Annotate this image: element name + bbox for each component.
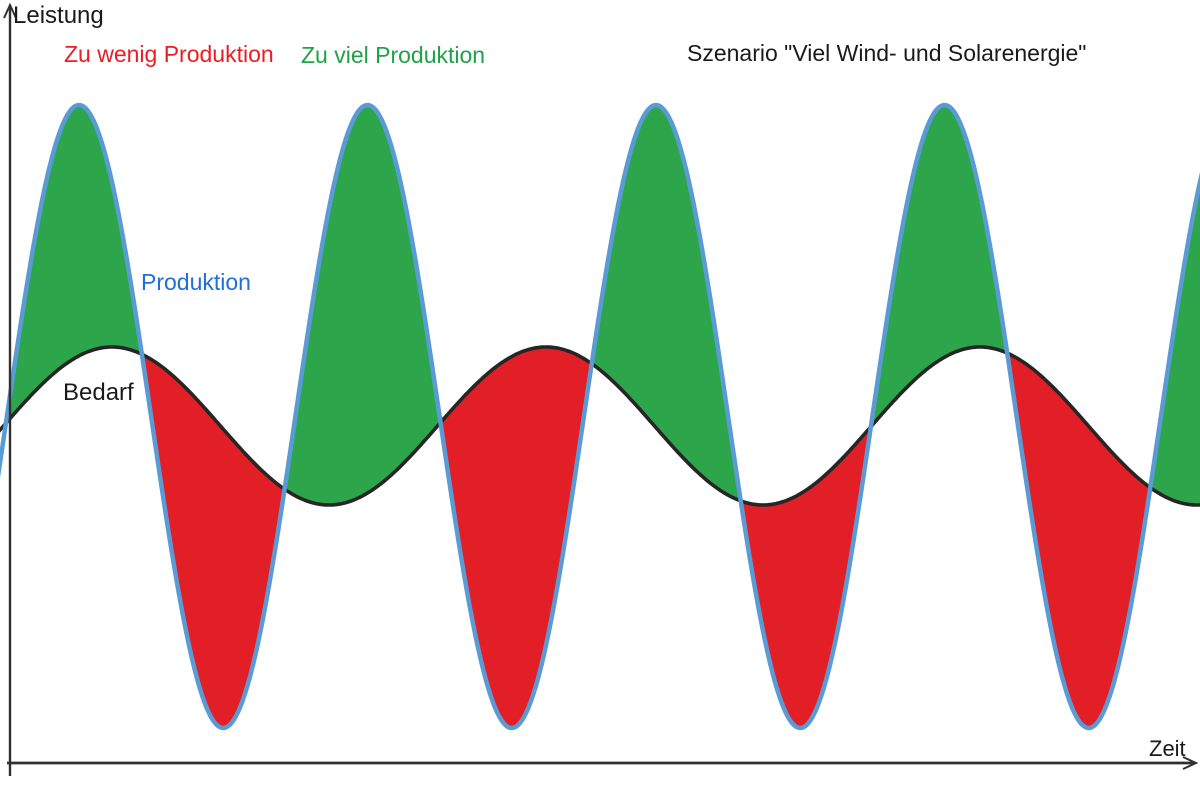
y-axis-arrow-icon xyxy=(3,2,17,19)
surplus-deficit-regions xyxy=(5,105,1200,728)
surplus-region xyxy=(1150,182,1200,505)
y-axis-label: Leistung xyxy=(13,2,104,29)
x-axis-label: Zeit xyxy=(1149,736,1186,761)
surplus-region xyxy=(5,105,142,424)
produktion-curve xyxy=(0,102,1200,731)
production-curve-label: Produktion xyxy=(141,269,251,295)
deficit-region xyxy=(141,354,285,728)
x-axis-arrow-icon xyxy=(1182,756,1199,770)
deficit-region xyxy=(740,426,871,728)
deficit-region xyxy=(440,347,592,728)
demand-curve-label: Bedarf xyxy=(63,379,134,406)
chart-title: Szenario "Viel Wind- und Solarenergie" xyxy=(687,40,1087,66)
surplus-legend-label: Zu viel Produktion xyxy=(301,42,486,68)
surplus-region xyxy=(591,105,741,501)
surplus-region xyxy=(870,105,1008,427)
deficit-region xyxy=(1007,353,1151,728)
bedarf-curve xyxy=(0,345,1200,507)
axes xyxy=(3,2,1199,776)
surplus-region xyxy=(284,105,441,505)
deficit-legend-label: Zu wenig Produktion xyxy=(64,41,274,67)
